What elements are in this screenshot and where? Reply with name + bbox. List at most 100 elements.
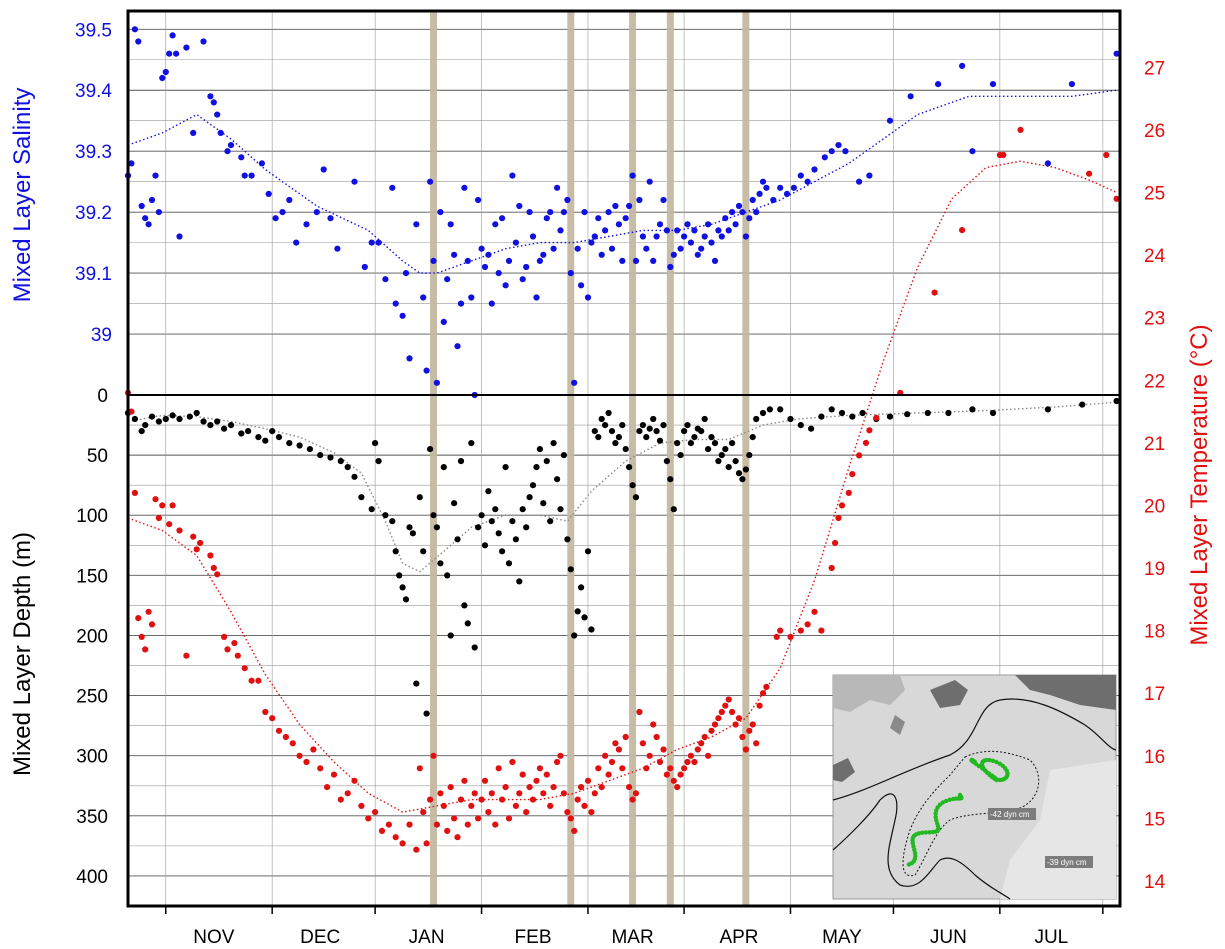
temperature-point: [385, 821, 392, 828]
inset-track-point: [994, 759, 999, 765]
mixed_layer_depth-point: [808, 425, 815, 432]
temperature-point: [427, 796, 434, 803]
temperature-point: [138, 633, 145, 641]
temperature-point: [656, 758, 664, 766]
salinity-point: [591, 233, 598, 240]
temperature-point: [296, 752, 303, 759]
temperature-point: [873, 414, 880, 421]
mixed_layer_depth-point: [547, 518, 554, 525]
temperature-point: [653, 733, 660, 741]
temperature-point: [488, 790, 495, 797]
temperature-tick-label: 16: [1144, 747, 1165, 768]
salinity-point: [790, 184, 798, 191]
salinity-point: [303, 221, 310, 228]
mixed_layer_depth-point: [207, 422, 214, 429]
salinity-point: [547, 209, 554, 216]
mixed_layer_depth-point: [306, 446, 313, 453]
salinity-point: [886, 117, 894, 124]
temperature-point: [694, 746, 701, 753]
month-tick-label: JAN: [409, 927, 445, 948]
temperature-point: [536, 765, 544, 772]
temperature-point: [269, 715, 276, 722]
temperature-point: [564, 809, 571, 816]
inset-track-point: [923, 830, 929, 835]
mixed_layer_depth-point: [193, 409, 200, 417]
salinity-point: [368, 239, 375, 246]
inset-track-point: [947, 797, 952, 802]
salinity-point: [516, 202, 523, 210]
salinity-point: [639, 233, 647, 240]
mixed_layer_depth-point: [550, 440, 557, 447]
mixed_layer_depth-point: [622, 446, 629, 453]
mixed_layer_depth-point: [626, 464, 633, 471]
mixed_layer_depth-point: [138, 428, 145, 435]
salinity-point: [681, 233, 688, 240]
salinity-point: [725, 227, 732, 234]
temperature-point: [457, 796, 465, 803]
salinity-point: [821, 154, 828, 161]
temperature-point: [725, 696, 732, 703]
mixed_layer_depth-point: [488, 518, 495, 525]
temperature-point: [468, 802, 475, 810]
temperature-point: [705, 752, 712, 759]
mixed_layer_depth-point: [725, 464, 732, 471]
salinity-point: [512, 239, 520, 246]
temperature-point: [629, 796, 636, 803]
salinity-point: [293, 239, 300, 246]
salinity-point: [200, 38, 207, 45]
mixed_layer_depth-point: [471, 644, 478, 651]
salinity-point: [361, 263, 368, 271]
mixed_layer_depth-point: [255, 434, 262, 441]
temperature-point: [492, 821, 499, 828]
salinity-point: [447, 221, 454, 228]
salinity-point: [698, 245, 705, 252]
salinity-point: [705, 221, 712, 228]
temperature-point: [509, 758, 516, 766]
mixed_layer_depth-point: [684, 422, 691, 429]
inset-track-point: [934, 808, 939, 813]
temperature-point: [581, 802, 588, 810]
salinity-point: [684, 221, 691, 228]
depth-tick-label: 150: [76, 566, 108, 587]
temperature-point: [567, 815, 574, 822]
temperature-point: [310, 746, 317, 753]
mixed_layer_depth-point: [454, 536, 461, 543]
inset-track-point: [983, 768, 988, 774]
inset-track-point: [920, 830, 925, 835]
salinity-point: [557, 227, 564, 234]
temperature-point: [674, 784, 681, 791]
temperature-point: [804, 621, 811, 628]
temperature-point: [681, 765, 688, 772]
mixed_layer_depth-point: [413, 680, 420, 687]
mixed_layer_depth-point: [969, 406, 976, 413]
temperature-point: [516, 790, 523, 797]
temperature-point: [365, 815, 372, 822]
month-tick-label: MAR: [611, 927, 653, 948]
temperature-point: [337, 796, 344, 803]
mixed_layer_depth-point: [131, 415, 138, 423]
event-bar: [742, 11, 750, 906]
mixed_layer_depth-point: [451, 500, 458, 507]
mixed_layer_depth-point: [516, 578, 523, 585]
temperature-point: [289, 740, 296, 747]
salinity-point: [756, 190, 763, 197]
inset-track-point: [911, 844, 916, 849]
salinity-point: [173, 50, 180, 57]
salinity-point: [399, 312, 406, 319]
mixed_layer_depth-point: [399, 584, 406, 591]
inset-float-track: [906, 757, 1010, 867]
salinity-point: [605, 209, 612, 216]
salinity-point: [375, 239, 382, 246]
salinity-point: [392, 300, 399, 307]
temperature-tick-label: 22: [1144, 371, 1165, 392]
temperature-point: [598, 784, 605, 791]
salinity-point: [217, 129, 224, 136]
salinity-point: [238, 154, 245, 161]
salinity-point: [454, 343, 461, 350]
salinity-point: [959, 62, 966, 69]
mixed_layer_depth-point: [519, 506, 526, 513]
temperature-point: [176, 527, 183, 534]
temperature-point: [317, 765, 324, 772]
temperature-point: [275, 727, 283, 734]
depth-tick-label: 300: [76, 747, 108, 768]
